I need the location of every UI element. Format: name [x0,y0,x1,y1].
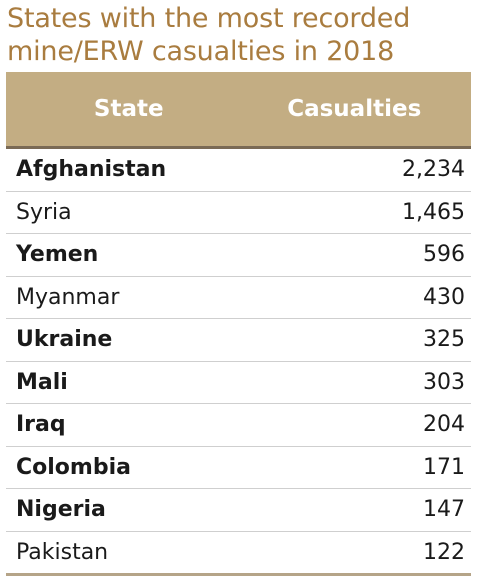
table-row: Yemen 596 [6,234,471,277]
state-cell: Ukraine [6,327,112,352]
casualties-cell: 122 [423,540,471,565]
table-row: Nigeria 147 [6,489,471,532]
casualties-cell: 171 [423,455,471,480]
casualties-cell: 1,465 [402,200,471,225]
state-cell: Afghanistan [6,157,166,182]
header-state: State [6,96,242,122]
header-casualties: Casualties [242,96,472,122]
table-row: Ukraine 325 [6,319,471,362]
state-cell: Iraq [6,412,66,437]
casualties-cell: 325 [423,327,471,352]
casualties-table: State Casualties Afghanistan 2,234 Syria 1,… [6,72,471,576]
table-row: Mali 303 [6,362,471,405]
table-row: Pakistan 122 [6,532,471,576]
table-body: Afghanistan 2,234 Syria 1,465 Yemen 596 Myanma… [6,149,471,576]
table-row: Myanmar 430 [6,277,471,320]
table-row: Colombia 171 [6,447,471,490]
state-cell: Colombia [6,455,131,480]
casualties-cell: 204 [423,412,471,437]
state-cell: Mali [6,370,68,395]
casualties-cell: 596 [423,242,471,267]
table-row: Afghanistan 2,234 [6,149,471,192]
state-cell: Syria [6,200,72,225]
casualties-cell: 147 [423,497,471,522]
table-row: Syria 1,465 [6,192,471,235]
state-cell: Myanmar [6,285,119,310]
casualties-cell: 303 [423,370,471,395]
casualties-cell: 2,234 [402,157,471,182]
state-cell: Yemen [6,242,98,267]
table-header: State Casualties [6,72,471,149]
chart-title: States with the most recorded mine/ERW c… [7,2,483,68]
state-cell: Pakistan [6,540,108,565]
title-line-1: States with the most recorded [7,2,483,35]
casualties-cell: 430 [423,285,471,310]
title-line-2: mine/ERW casualties in 2018 [7,35,483,68]
table-row: Iraq 204 [6,404,471,447]
state-cell: Nigeria [6,497,106,522]
